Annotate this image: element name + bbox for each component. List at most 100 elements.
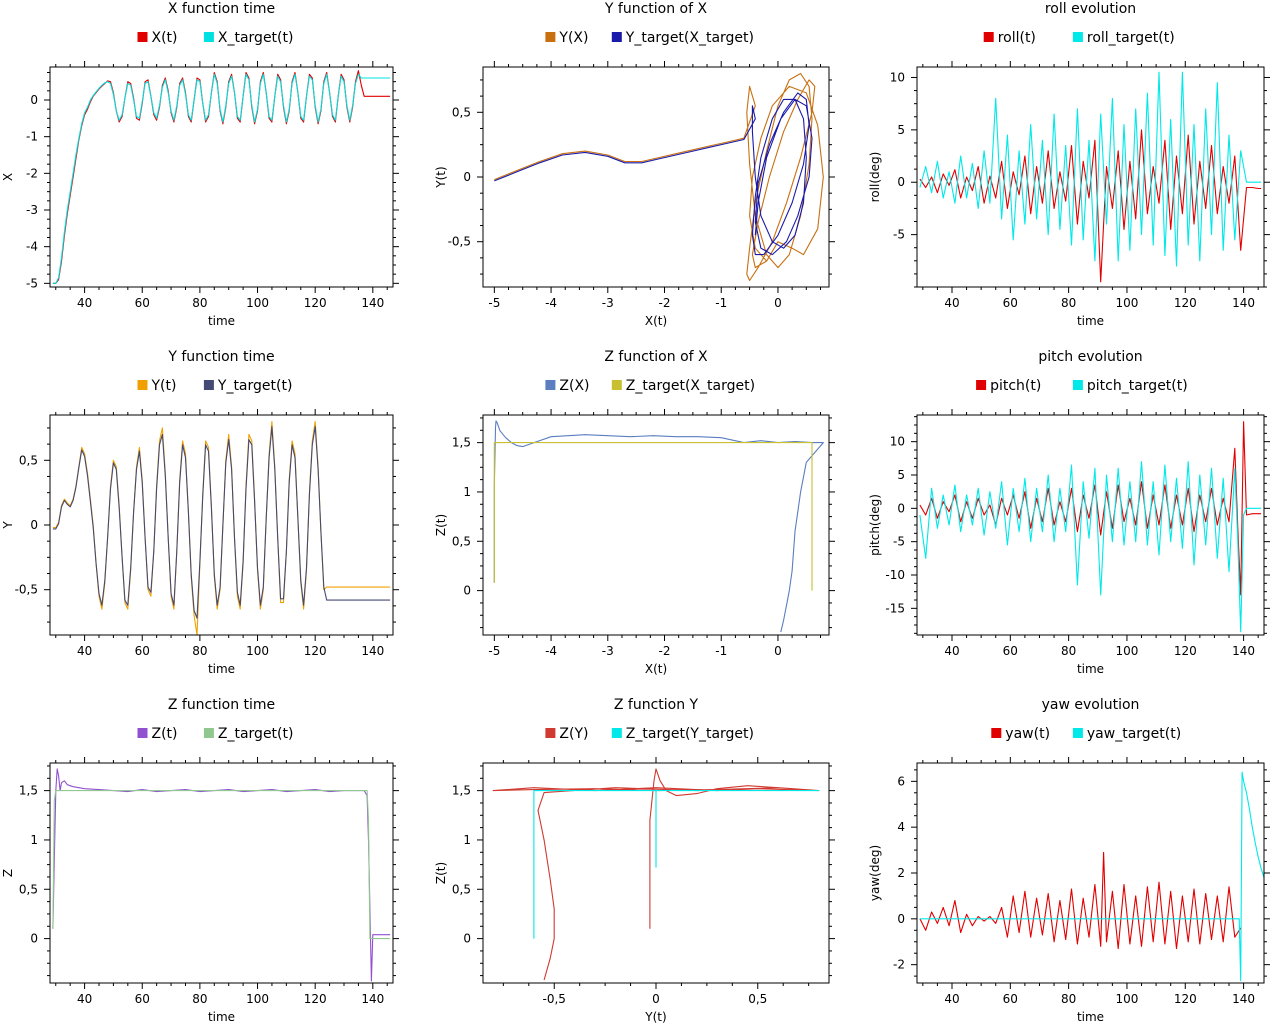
legend-swatch xyxy=(976,380,987,390)
y-tick-label: 0,5 xyxy=(452,534,471,548)
chart-6: pitch evolution pitch(t) pitch_target(t) 40… xyxy=(868,349,1270,676)
y-tick-label: -4 xyxy=(26,240,38,254)
series-line-1 xyxy=(52,420,391,635)
legend-swatch xyxy=(137,32,148,42)
legend-label: Y_target(X_target) xyxy=(625,30,754,46)
y-tick-label: 0 xyxy=(30,518,38,532)
series-line-1 xyxy=(52,70,391,284)
y-axis-label: Z xyxy=(1,869,15,877)
y-tick-label: 5 xyxy=(897,123,905,137)
y-tick-label: 2 xyxy=(897,866,905,880)
x-tick-label: 100 xyxy=(1115,296,1138,310)
legend-label: Z_target(t) xyxy=(218,726,294,742)
y-axis-label: Y xyxy=(1,521,15,530)
x-axis-label: time xyxy=(208,314,235,328)
x-axis-label: time xyxy=(208,662,235,676)
y-tick-label: 1,5 xyxy=(452,784,471,798)
x-tick-label: -2 xyxy=(659,296,671,310)
y-tick-label: -5 xyxy=(893,535,905,549)
y-tick-label: 1 xyxy=(463,485,471,499)
series-line-2 xyxy=(52,790,391,940)
legend: Z(Y) Z_target(Y_target) xyxy=(545,726,754,742)
y-axis-label: Z(t) xyxy=(434,862,448,884)
x-tick-label: 80 xyxy=(192,296,207,310)
chart-8: Z function Y Z(Y) Z_target(Y_target) -0,5 0 0… xyxy=(434,697,835,1024)
x-tick-label: 100 xyxy=(246,296,269,310)
plot-frame xyxy=(916,66,1265,288)
legend-label: Y_target(t) xyxy=(217,378,293,394)
y-tick-label: -2 xyxy=(893,958,905,972)
x-tick-label: 0 xyxy=(774,644,782,658)
chart-title: roll evolution xyxy=(1045,1,1136,17)
plot-frame xyxy=(49,762,394,984)
y-tick-label: 0,5 xyxy=(19,882,38,896)
x-tick-label: -4 xyxy=(545,296,557,310)
y-tick-label: 0 xyxy=(463,170,471,184)
series-line-1 xyxy=(493,420,824,633)
x-tick-label: 140 xyxy=(1232,644,1255,658)
legend-swatch xyxy=(991,728,1002,738)
series-line-1 xyxy=(919,421,1262,596)
y-tick-label: 1 xyxy=(30,833,38,847)
y-axis-label: Z(t) xyxy=(434,514,448,536)
series-line-1 xyxy=(492,768,820,981)
x-tick-label: 40 xyxy=(944,644,959,658)
plot-frame xyxy=(482,414,830,636)
y-tick-label: 1,5 xyxy=(19,784,38,798)
legend-label: Z_target(X_target) xyxy=(626,378,755,394)
x-axis-label: X(t) xyxy=(645,314,667,328)
x-tick-label: -5 xyxy=(488,296,500,310)
legend-label: roll_target(t) xyxy=(1087,30,1175,46)
y-tick-label: -5 xyxy=(893,228,905,242)
y-tick-label: -0,5 xyxy=(448,235,471,249)
y-tick-label: -0,5 xyxy=(15,583,38,597)
x-tick-label: 120 xyxy=(304,296,327,310)
chart-2: Y function of X Y(X) Y_target(X_target) -5 -… xyxy=(434,1,835,328)
series-line-2 xyxy=(533,790,820,939)
x-tick-label: -1 xyxy=(715,296,727,310)
x-tick-label: 100 xyxy=(1115,644,1138,658)
legend-swatch xyxy=(611,728,622,738)
x-tick-label: 40 xyxy=(77,644,92,658)
x-tick-label: 100 xyxy=(246,644,269,658)
legend-swatch xyxy=(1072,380,1083,390)
y-tick-label: 6 xyxy=(897,774,905,788)
y-tick-label: 10 xyxy=(890,435,905,449)
legend-swatch xyxy=(203,728,214,738)
x-tick-label: 60 xyxy=(135,296,150,310)
series-line-1 xyxy=(919,129,1262,283)
chart-title: Z function time xyxy=(168,697,275,713)
legend-label: Z(t) xyxy=(152,726,178,742)
x-tick-label: 0 xyxy=(774,296,782,310)
x-tick-label: 120 xyxy=(304,992,327,1006)
x-tick-label: 80 xyxy=(1061,644,1076,658)
x-axis-label: Y(t) xyxy=(644,1010,666,1024)
chart-title: X function time xyxy=(168,1,275,17)
chart-1: X function time X(t) X_target(t) 40 60 80 100 1… xyxy=(1,1,399,328)
legend-swatch xyxy=(545,32,556,42)
legend-swatch xyxy=(137,728,148,738)
legend-label: roll(t) xyxy=(998,30,1036,46)
series-line-2 xyxy=(919,71,1262,267)
y-tick-label: 0 xyxy=(897,175,905,189)
x-axis-label: time xyxy=(1077,662,1104,676)
y-tick-label: -1 xyxy=(26,130,38,144)
legend-label: pitch_target(t) xyxy=(1087,378,1188,394)
legend-label: yaw_target(t) xyxy=(1087,726,1181,742)
series-line-2 xyxy=(494,92,813,256)
chart-title: yaw evolution xyxy=(1042,697,1140,713)
x-tick-label: 140 xyxy=(1232,992,1255,1006)
y-tick-label: 0 xyxy=(463,932,471,946)
legend-swatch xyxy=(203,32,214,42)
x-axis-label: X(t) xyxy=(645,662,667,676)
y-tick-label: 0,5 xyxy=(19,453,38,467)
legend: Z(X) Z_target(X_target) xyxy=(545,378,755,394)
series-line-2 xyxy=(919,771,1264,982)
x-tick-label: 80 xyxy=(1061,296,1076,310)
legend-label: X(t) xyxy=(152,30,178,46)
x-tick-label: -3 xyxy=(602,644,614,658)
y-tick-label: -15 xyxy=(885,601,905,615)
y-tick-label: -5 xyxy=(26,276,38,290)
y-tick-label: 0 xyxy=(463,584,471,598)
